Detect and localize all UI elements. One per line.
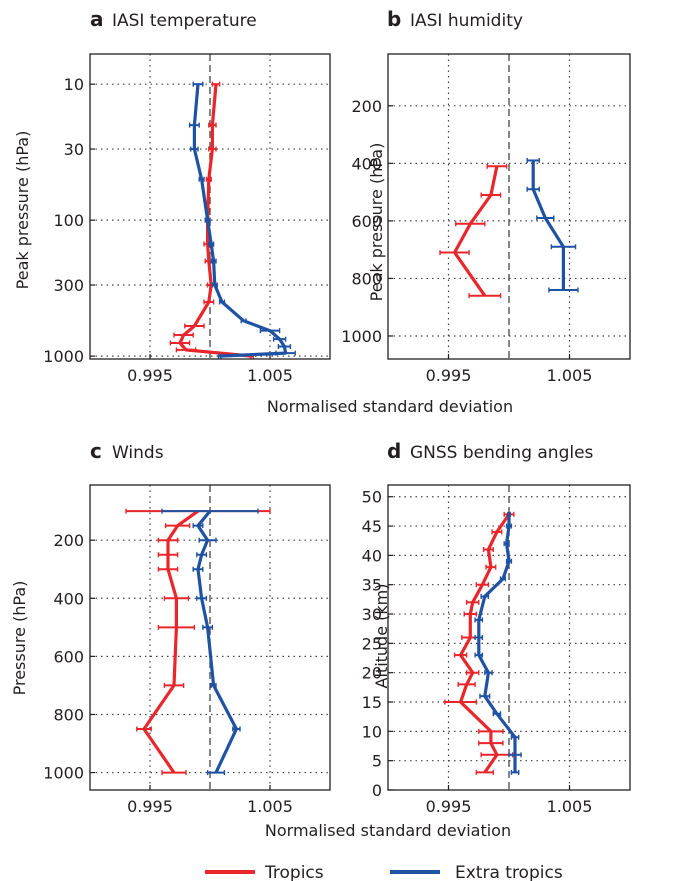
plot-frame [387, 53, 631, 360]
series-line-tropics [459, 513, 511, 774]
y-tick-label: 20 [362, 664, 382, 683]
y-tick-label: 400 [53, 589, 84, 608]
y-tick-label: 100 [53, 211, 84, 230]
plot-frame [89, 484, 331, 791]
y-tick-label: 1000 [43, 764, 84, 783]
shared-xlabel-top: Normalised standard deviation [267, 397, 513, 416]
y-tick-label: 0 [372, 781, 382, 800]
y-tick-label: 200 [351, 97, 382, 116]
series-layer [439, 157, 579, 299]
legend-label-extra-tropics: Extra tropics [455, 863, 563, 881]
shared-xlabel-bottom: Normalised standard deviation [265, 821, 511, 840]
panel-a: a IASI temperature Peak pressure (hPa) 1… [13, 7, 331, 385]
series-line-tropics [178, 84, 253, 358]
panel-d-title: GNSS bending angles [410, 443, 594, 463]
panel-b-plot: 200 400 600 800 1000 0.995 1.005 [341, 53, 631, 385]
y-tick-label: 10 [362, 722, 382, 741]
panel-b-title: IASI humidity [410, 11, 523, 31]
panel-c: c Winds Pressure (hPa) 200 400 600 800 1000 0… [10, 439, 331, 816]
x-tick-label: 0.995 [127, 797, 173, 816]
y-tick-label: 300 [53, 276, 84, 295]
panel-a-letter: a [90, 7, 104, 31]
x-tick-label: 1.005 [547, 366, 593, 385]
x-tick-label: 0.995 [426, 797, 472, 816]
plot-frame [89, 53, 331, 360]
y-tick-label: 800 [351, 269, 382, 288]
panel-c-letter: c [90, 439, 102, 463]
panel-d: d GNSS bending angles Altitude (km) 0 5 10… [362, 439, 631, 816]
y-tick-label: 35 [362, 576, 382, 595]
y-tick-label: 10 [64, 75, 84, 94]
y-tick-label: 400 [351, 154, 382, 173]
legend-label-tropics: Tropics [264, 863, 324, 881]
panel-b-ylabel: Peak pressure (hPa) [367, 143, 386, 302]
y-tick-label: 600 [351, 212, 382, 231]
y-tick-label: 50 [362, 488, 382, 507]
x-tick-label: 1.005 [247, 797, 293, 816]
x-tick-label: 0.995 [426, 366, 472, 385]
series-line-tropics [453, 165, 499, 297]
panel-d-plot: 0 5 10 15 20 25 30 35 40 45 50 0.995 1.005 [362, 484, 631, 816]
series-layer [125, 508, 271, 776]
panel-c-title: Winds [112, 443, 164, 463]
y-tick-label: 600 [53, 647, 84, 666]
y-tick-label: 800 [53, 705, 84, 724]
y-tick-label: 40 [362, 546, 382, 565]
y-tick-label: 30 [64, 140, 84, 159]
x-tick-label: 1.005 [247, 366, 293, 385]
y-tick-label: 45 [362, 517, 382, 536]
y-tick-label: 30 [362, 605, 382, 624]
y-tick-label: 1000 [341, 327, 382, 346]
y-tick-label: 200 [53, 531, 84, 550]
x-tick-label: 0.995 [127, 366, 173, 385]
legend: Tropics Extra tropics [205, 863, 563, 881]
panel-d-letter: d [387, 439, 401, 463]
panel-b: b IASI humidity Peak pressure (hPa) 200 4… [341, 7, 631, 385]
y-tick-label: 15 [362, 693, 382, 712]
y-tick-label: 25 [362, 634, 382, 653]
panel-a-ylabel: Peak pressure (hPa) [13, 131, 32, 290]
series-line-extra-tropics [196, 510, 238, 774]
panel-a-plot: 10 30 100 300 1000 0.995 1.005 [43, 53, 331, 385]
series-line-tropics [142, 509, 199, 774]
x-tick-label: 1.005 [547, 797, 593, 816]
plot-frame [387, 484, 631, 791]
panel-c-plot: 200 400 600 800 1000 0.995 1.005 [43, 484, 331, 816]
series-line-extra-tropics [531, 160, 566, 290]
panel-b-letter: b [387, 7, 401, 31]
y-tick-label: 1000 [43, 347, 84, 366]
y-tick-label: 5 [372, 752, 382, 771]
panel-d-ylabel: Altitude (km) [372, 584, 391, 689]
panel-a-title: IASI temperature [112, 11, 257, 31]
panel-c-ylabel: Pressure (hPa) [10, 581, 29, 696]
series-layer [444, 511, 522, 775]
series-layer [169, 81, 296, 359]
